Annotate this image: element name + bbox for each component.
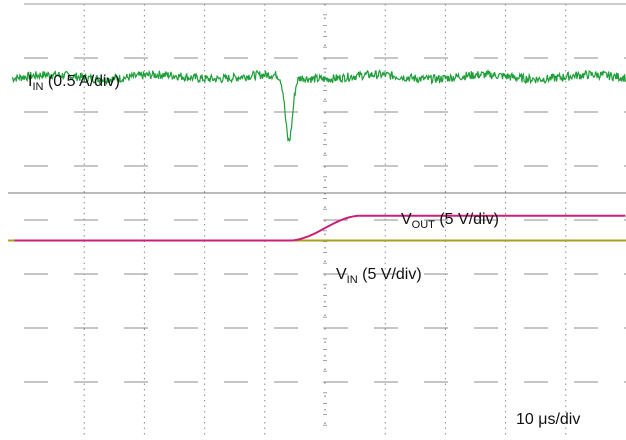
v-in-label: VIN (5 V/div) <box>336 266 422 286</box>
scope-grid <box>24 3 626 436</box>
v-out-label: VOUT (5 V/div) <box>401 211 499 231</box>
i-in-trace <box>11 68 626 143</box>
i-in-label: IIN (0.5 A/div) <box>28 73 120 93</box>
v-out-trace <box>14 214 626 242</box>
time-scale-label: 10 μs/div <box>516 411 580 428</box>
